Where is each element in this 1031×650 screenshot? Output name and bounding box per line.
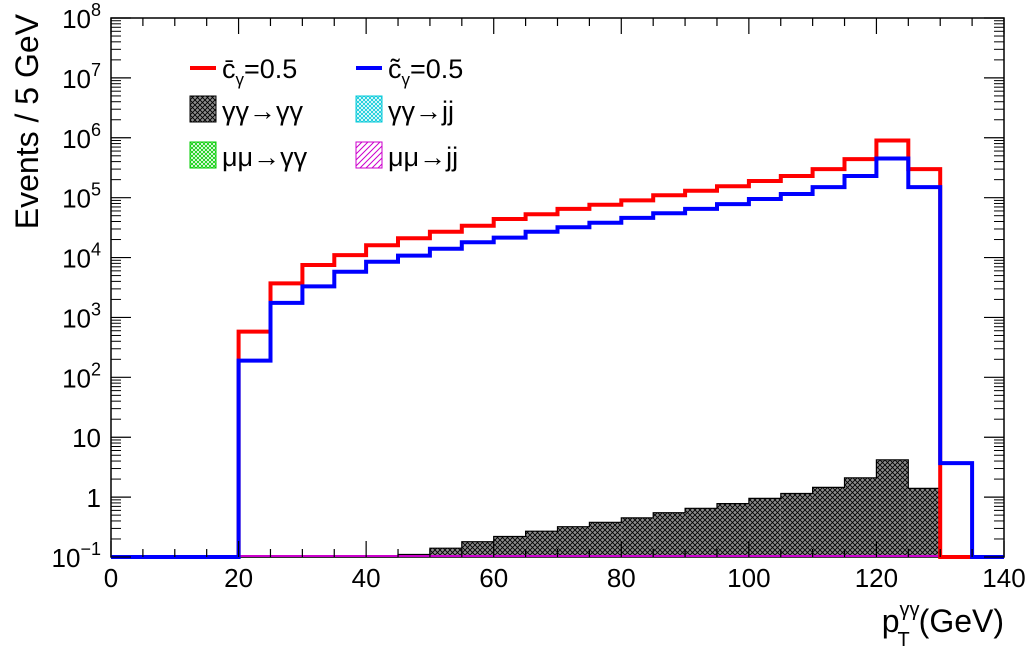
bar-aa-aa bbox=[876, 459, 909, 557]
y-tick-label: 10 bbox=[72, 423, 101, 453]
bar-aa-aa bbox=[557, 526, 590, 557]
bar-aa-aa bbox=[717, 503, 749, 557]
x-axis-title-base: p bbox=[882, 603, 900, 639]
legend-swatch-grey-hatch bbox=[189, 95, 217, 123]
bar-aa-aa bbox=[493, 536, 526, 557]
legend-entry-mumu-aa: μμ→γγ bbox=[189, 141, 308, 172]
bar-aa-aa bbox=[780, 493, 813, 557]
bar-aa-aa bbox=[525, 531, 558, 557]
legend-entry-cbar: c̄γ=0.5 bbox=[190, 54, 297, 89]
legend-entry-mumu-jj: μμ→jj bbox=[355, 141, 458, 172]
legend-entry-aa-jj: γγ→jj bbox=[355, 95, 454, 126]
y-tick-label: 104 bbox=[62, 240, 101, 274]
legend-label-mumu-aa: μμ→γγ bbox=[222, 142, 308, 172]
legend-entry-ctilde: c̃γ=0.5 bbox=[356, 54, 463, 89]
legend-label-cbar: c̄γ=0.5 bbox=[222, 54, 297, 89]
y-axis-title: Events / 5 GeV bbox=[9, 13, 45, 229]
x-tick-label: 20 bbox=[224, 563, 253, 593]
x-tick-label: 0 bbox=[104, 563, 118, 593]
bar-aa-aa bbox=[461, 541, 494, 557]
bar-aa-aa bbox=[653, 512, 686, 557]
bar-aa-aa bbox=[589, 522, 622, 557]
x-tick-label: 140 bbox=[982, 563, 1025, 593]
x-axis-title-sup: γγ bbox=[900, 599, 920, 621]
legend-swatch-green-hatch bbox=[189, 141, 217, 169]
line-ctilde bbox=[111, 156, 1004, 559]
y-tick-label: 107 bbox=[62, 60, 101, 94]
x-axis-title-sub: T bbox=[898, 629, 910, 650]
x-tick-label: 100 bbox=[727, 563, 770, 593]
x-tick-label: 80 bbox=[607, 563, 636, 593]
x-tick-label: 120 bbox=[855, 563, 898, 593]
bar-aa-aa bbox=[812, 487, 845, 557]
legend: c̄γ=0.5 c̃γ=0.5 γγ→γγ γγ→jj μμ→γγ μμ→jj bbox=[189, 54, 463, 172]
line-cbar bbox=[111, 138, 1004, 559]
y-tick-label: 102 bbox=[62, 359, 101, 393]
bar-aa-aa bbox=[844, 477, 877, 557]
y-tick-label: 103 bbox=[62, 299, 101, 333]
x-axis-title: pγγ T (GeV) bbox=[882, 599, 1004, 650]
y-tick-label: 10−1 bbox=[52, 539, 101, 573]
legend-label-ctilde: c̃γ=0.5 bbox=[388, 54, 463, 89]
legend-label-aa-aa: γγ→γγ bbox=[222, 96, 304, 126]
legend-label-aa-jj: γγ→jj bbox=[388, 96, 454, 126]
y-tick-label: 106 bbox=[62, 120, 101, 154]
y-tick-label: 105 bbox=[62, 180, 101, 214]
y-tick-label: 108 bbox=[62, 0, 101, 34]
histogram-series bbox=[111, 138, 1004, 559]
x-tick-label: 60 bbox=[479, 563, 508, 593]
axis-ticks: 0 20 40 60 80 100 120 140 10−1 1 10 102 103 104 105 106… bbox=[52, 0, 1026, 593]
bar-aa-aa bbox=[429, 548, 462, 557]
legend-swatch-magenta-hatch bbox=[355, 141, 383, 169]
bar-aa-aa bbox=[685, 508, 717, 557]
bar-aa-aa bbox=[748, 498, 781, 557]
x-axis-title-unit: (GeV) bbox=[910, 603, 1004, 639]
legend-entry-aa-aa: γγ→γγ bbox=[189, 95, 304, 126]
legend-label-mumu-jj: μμ→jj bbox=[388, 142, 458, 172]
bar-aa-aa bbox=[908, 488, 941, 557]
legend-swatch-cyan-hatch bbox=[355, 95, 383, 123]
y-tick-label: 1 bbox=[87, 483, 101, 513]
x-tick-label: 40 bbox=[352, 563, 381, 593]
bar-aa-aa bbox=[621, 517, 654, 557]
